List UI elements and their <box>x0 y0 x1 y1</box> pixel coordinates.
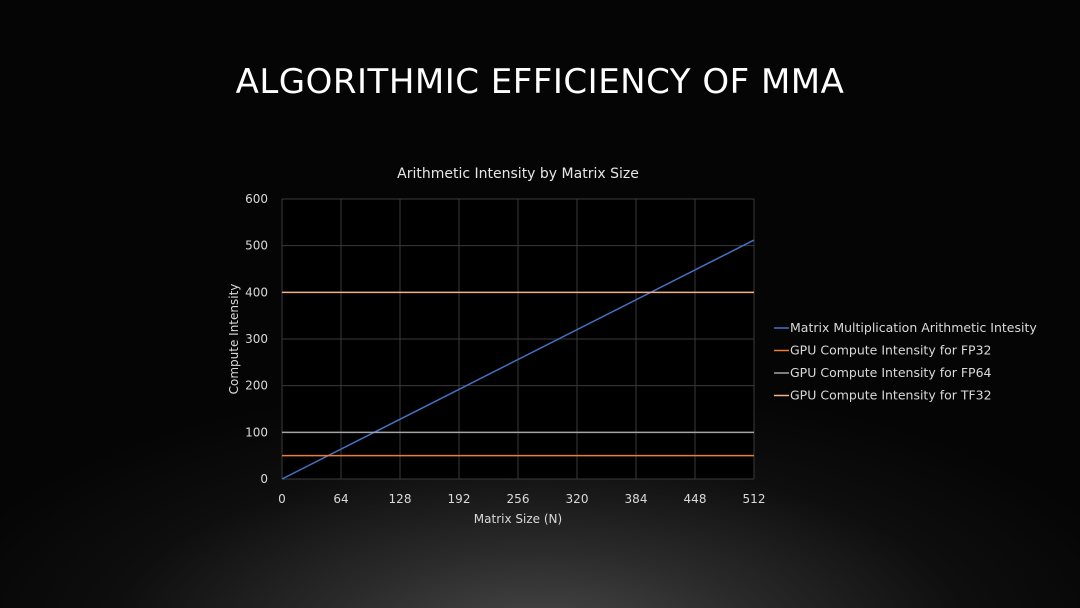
x-tick-label: 320 <box>566 492 589 506</box>
y-tick-label: 400 <box>245 285 268 299</box>
x-axis-title: Matrix Size (N) <box>474 512 562 526</box>
legend-label: GPU Compute Intensity for FP64 <box>790 365 992 380</box>
y-tick-label: 600 <box>245 192 268 206</box>
y-tick-label: 200 <box>245 379 268 393</box>
y-tick-label: 100 <box>245 425 268 439</box>
y-axis-title: Compute Intensity <box>227 284 241 395</box>
y-tick-label: 300 <box>245 332 268 346</box>
series-line-1 <box>281 239 755 480</box>
x-tick-label: 192 <box>448 492 471 506</box>
chart-title: Arithmetic Intensity by Matrix Size <box>397 166 639 182</box>
x-axis: 0 64 128 192 256 320 384 448 512 <box>278 492 765 506</box>
x-tick-label: 384 <box>625 492 648 506</box>
legend-label: GPU Compute Intensity for FP32 <box>790 343 992 358</box>
x-tick-label: 512 <box>743 492 766 506</box>
x-tick-label: 64 <box>333 492 348 506</box>
legend-label: GPU Compute Intensity for TF32 <box>790 388 992 403</box>
legend: Matrix Multiplication Arithmetic Intesit… <box>774 320 1037 403</box>
x-tick-label: 448 <box>684 492 707 506</box>
slide-title: ALGORITHMIC EFFICIENCY OF MMA <box>235 62 845 102</box>
series-lines <box>281 239 755 480</box>
y-tick-label: 500 <box>245 239 268 253</box>
y-axis: 0 100 200 300 400 500 600 <box>245 192 268 486</box>
x-tick-label: 0 <box>278 492 286 506</box>
x-tick-label: 256 <box>507 492 530 506</box>
y-tick-label: 0 <box>260 472 268 486</box>
x-tick-label: 128 <box>389 492 412 506</box>
legend-label: Matrix Multiplication Arithmetic Intesit… <box>790 320 1037 335</box>
